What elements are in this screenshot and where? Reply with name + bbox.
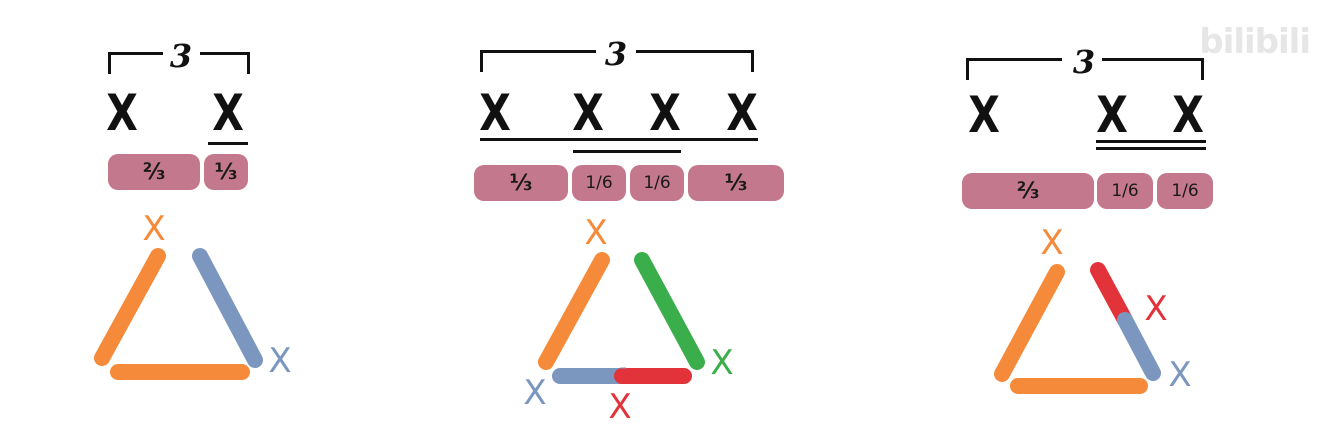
duration-box: 1/6 <box>572 165 626 201</box>
duration-box: ⅔ <box>108 154 200 190</box>
triangle-edge-right-blue <box>1117 312 1161 381</box>
note-beam <box>1096 140 1206 143</box>
rhythm-panel-1: 3 X X ⅔ ⅓ X X <box>0 0 330 442</box>
vertex-label-top: X <box>142 209 166 249</box>
duration-box: ⅓ <box>688 165 784 201</box>
triangle-diagram <box>538 252 705 384</box>
tuplet-number: 3 <box>1072 43 1096 81</box>
note-beam-secondary <box>573 150 681 153</box>
triangle-edge-right <box>192 248 263 368</box>
duration-box: ⅓ <box>474 165 568 201</box>
vertex-label-left: X <box>523 373 547 413</box>
triangle-edge-left <box>538 252 610 370</box>
vertex-label-right: X <box>710 343 734 383</box>
note-beam <box>480 138 758 141</box>
vertex-label-right: X <box>268 341 292 381</box>
tuplet-bracket <box>966 58 1204 80</box>
vertex-label-bottom: X <box>608 387 632 427</box>
note: X <box>726 84 758 142</box>
duration-box: ⅔ <box>962 173 1094 209</box>
note: X <box>968 86 1000 144</box>
watermark: bilibili <box>1199 22 1311 62</box>
duration-box: 1/6 <box>630 165 684 201</box>
note: X <box>1096 86 1128 144</box>
rhythm-panel-2: 3 X X X X ⅓ 1/6 1/6 ⅓ X X X X <box>474 35 784 427</box>
side-label: X <box>1144 289 1168 329</box>
duration-box: ⅓ <box>204 154 248 190</box>
note: X <box>1172 86 1204 144</box>
triangle-edge-left <box>994 264 1065 382</box>
note-beam <box>208 142 248 145</box>
tuplet-number: 3 <box>169 37 193 75</box>
note: X <box>479 84 511 142</box>
triangle-edge-left <box>94 248 166 366</box>
tuplet-number: 3 <box>604 35 628 73</box>
triangle-edge-right-red <box>1090 262 1133 328</box>
vertex-label-right: X <box>1168 355 1192 395</box>
triangle-edge-right <box>634 252 705 370</box>
note: X <box>572 84 604 142</box>
tuplet-bracket <box>480 50 754 72</box>
note-beam-secondary <box>1096 147 1206 150</box>
vertex-label-top: X <box>584 213 608 253</box>
tuplet-bracket <box>108 52 250 74</box>
vertex-label-top: X <box>1040 223 1064 263</box>
triangle-diagram <box>94 248 263 380</box>
duration-box: 1/6 <box>1097 173 1153 209</box>
note: X <box>106 84 138 142</box>
note: X <box>212 84 244 142</box>
note: X <box>649 84 681 142</box>
duration-box: 1/6 <box>1157 173 1213 209</box>
